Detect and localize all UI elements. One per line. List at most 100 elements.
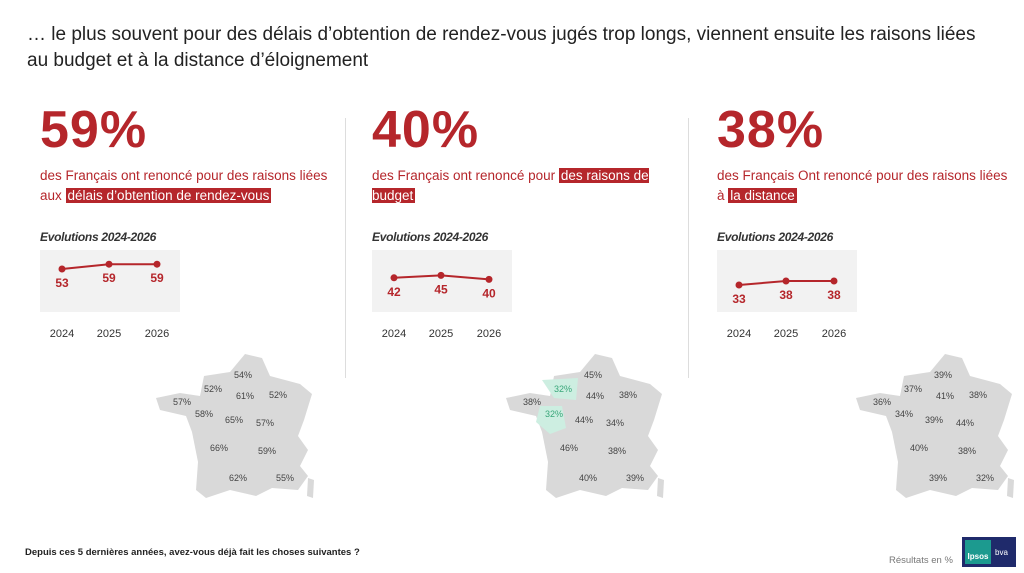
- year-label: 2024: [726, 328, 752, 340]
- trend-value: 45: [434, 282, 448, 296]
- region-value: 66%: [209, 443, 229, 453]
- evolution-chart: 42 45 40: [372, 250, 512, 312]
- region-value: 65%: [224, 415, 244, 425]
- region-value: 32%: [975, 473, 995, 483]
- question-text: Depuis ces 5 dernières années, avez-vous…: [25, 547, 360, 558]
- evolution-label: Evolutions 2024-2026: [372, 230, 489, 244]
- france-region-map: 54% 52% 61% 52% 57% 58% 65% 57% 66% 59% 62% 55%: [150, 350, 320, 500]
- region-value: 44%: [574, 415, 594, 425]
- france-region-map: 39% 37% 41% 38% 36% 34% 39% 44% 40% 38% 39% 32%: [850, 350, 1020, 500]
- region-value: 57%: [255, 418, 275, 428]
- region-value: 39%: [933, 370, 953, 380]
- region-value: 32%: [553, 384, 573, 394]
- trend-value: 59: [150, 271, 164, 285]
- trend-value: 53: [55, 276, 69, 290]
- region-value: 44%: [955, 418, 975, 428]
- region-value: 39%: [928, 473, 948, 483]
- region-value: 40%: [578, 473, 598, 483]
- description-text: des Français ont renoncé pour des raison…: [40, 168, 328, 203]
- trend-point: [830, 277, 838, 285]
- region-value: 52%: [268, 390, 288, 400]
- region-value: 38%: [618, 390, 638, 400]
- highlight-region: [536, 406, 566, 434]
- trend-value: 42: [387, 285, 401, 299]
- stat-column: 59% des Français ont renoncé pour des ra…: [40, 100, 360, 520]
- region-value: 40%: [909, 443, 929, 453]
- france-shape: [506, 354, 662, 498]
- headline-percent: 38%: [717, 101, 825, 159]
- region-value: 44%: [585, 391, 605, 401]
- year-label: 2025: [96, 328, 122, 340]
- results-note: Résultats en %: [889, 555, 953, 566]
- headline-description: des Français Ont renoncé pour des raison…: [717, 166, 1017, 206]
- year-label: 2025: [428, 328, 454, 340]
- description-text: des Français ont renoncé pour: [372, 168, 559, 183]
- trend-value: 38: [827, 288, 841, 302]
- trend-point: [782, 277, 790, 285]
- year-label: 2024: [49, 328, 75, 340]
- trend-point: [485, 275, 493, 283]
- headline-percent: 59%: [40, 101, 148, 159]
- headline-description: des Français ont renoncé pour des raison…: [372, 166, 672, 206]
- region-value: 45%: [583, 370, 603, 380]
- trend-point: [390, 274, 398, 282]
- region-value: 37%: [903, 384, 923, 394]
- region-value: 39%: [625, 473, 645, 483]
- stat-column: 40% des Français ont renoncé pour des ra…: [372, 100, 692, 520]
- stat-column: 38% des Français Ont renoncé pour des ra…: [717, 100, 1024, 520]
- region-value: 46%: [559, 443, 579, 453]
- evolution-chart: 33 38 38: [717, 250, 857, 312]
- region-value: 38%: [607, 446, 627, 456]
- year-label: 2025: [773, 328, 799, 340]
- ipsos-bva-logo: Ipsos bva: [962, 537, 1016, 567]
- region-value: 34%: [605, 418, 625, 428]
- evolution-label: Evolutions 2024-2026: [717, 230, 834, 244]
- year-label: 2026: [821, 328, 847, 340]
- trend-value: 33: [732, 292, 746, 306]
- region-value: 57%: [172, 397, 192, 407]
- trend-value: 38: [779, 288, 793, 302]
- trend-value: 40: [482, 286, 496, 300]
- region-value: 55%: [275, 473, 295, 483]
- trend-point: [153, 260, 161, 268]
- year-label: 2026: [476, 328, 502, 340]
- trend-point: [735, 281, 743, 289]
- region-value: 54%: [233, 370, 253, 380]
- description-text: des Français Ont renoncé pour des raison…: [717, 168, 1008, 203]
- description-highlight: la distance: [728, 188, 797, 203]
- trend-point: [105, 260, 113, 268]
- ipsos-logo: Ipsos: [965, 540, 991, 564]
- divider: [688, 118, 689, 378]
- france-shape: [156, 354, 312, 498]
- divider: [345, 118, 346, 378]
- trend-value: 59: [102, 271, 116, 285]
- page-title: … le plus souvent pour des délais d’obte…: [27, 24, 976, 71]
- headline-description: des Français ont renoncé pour des raison…: [40, 166, 340, 206]
- bva-logo: bva: [995, 547, 1008, 557]
- trend-point: [437, 271, 445, 279]
- region-value: 38%: [968, 390, 988, 400]
- region-value: 38%: [522, 397, 542, 407]
- region-value: 58%: [194, 409, 214, 419]
- region-value: 36%: [872, 397, 892, 407]
- corsica-shape: [657, 478, 664, 498]
- region-value: 62%: [228, 473, 248, 483]
- region-value: 34%: [894, 409, 914, 419]
- region-value: 39%: [924, 415, 944, 425]
- description-highlight: délais d’obtention de rendez-vous: [65, 188, 272, 203]
- france-region-map: 45% 32% 44% 38% 38% 32% 44% 34% 46% 38% 40% 39%: [500, 350, 670, 500]
- region-value: 32%: [544, 409, 564, 419]
- corsica-shape: [1007, 478, 1014, 498]
- evolution-label: Evolutions 2024-2026: [40, 230, 157, 244]
- highlight-region: [542, 378, 578, 400]
- region-value: 61%: [235, 391, 255, 401]
- region-value: 52%: [203, 384, 223, 394]
- year-label: 2024: [381, 328, 407, 340]
- trend-point: [58, 265, 66, 273]
- corsica-shape: [307, 478, 314, 498]
- evolution-chart: 53 59 59: [40, 250, 180, 312]
- year-label: 2026: [144, 328, 170, 340]
- region-value: 41%: [935, 391, 955, 401]
- france-shape: [856, 354, 1012, 498]
- region-value: 59%: [257, 446, 277, 456]
